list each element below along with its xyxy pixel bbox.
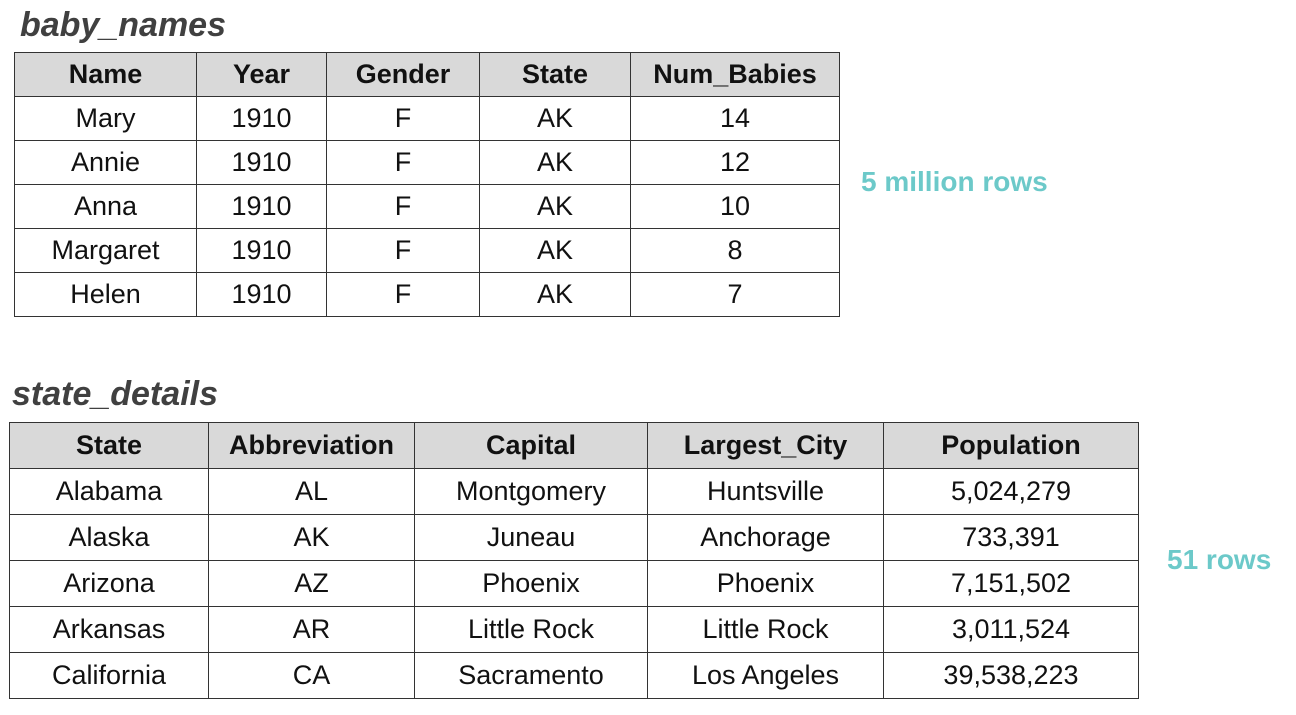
table-cell: 7,151,502 [883,560,1139,607]
table-cell: Anna [14,184,197,229]
table-cell: 1910 [196,184,327,229]
baby-names-title: baby_names [20,6,226,44]
column-header-largest-city: Largest_City [647,422,884,469]
table-cell: CA [208,652,415,699]
table-cell: Phoenix [647,560,884,607]
table-row: Arizona AZ Phoenix Phoenix 7,151,502 [9,560,1139,607]
table-cell: AK [479,228,631,273]
table-cell: Alaska [9,514,209,561]
baby-names-table: Name Year Gender State Num_Babies Mary 1… [14,52,840,317]
table-cell: Margaret [14,228,197,273]
table-cell: AK [208,514,415,561]
table-cell: 733,391 [883,514,1139,561]
table-row: Alaska AK Juneau Anchorage 733,391 [9,514,1139,561]
table-cell: 1910 [196,140,327,185]
table-row: Arkansas AR Little Rock Little Rock 3,01… [9,606,1139,653]
state-details-table: State Abbreviation Capital Largest_City … [9,422,1139,699]
table-row: Mary 1910 F AK 14 [14,96,840,141]
table-cell: AR [208,606,415,653]
table-row: California CA Sacramento Los Angeles 39,… [9,652,1139,699]
table-header-row: State Abbreviation Capital Largest_City … [9,422,1139,469]
table-cell: F [326,96,480,141]
table-cell: California [9,652,209,699]
table-cell: 8 [630,228,840,273]
table-cell: 10 [630,184,840,229]
table-row: Margaret 1910 F AK 8 [14,228,840,273]
table-cell: Arkansas [9,606,209,653]
table-cell: 14 [630,96,840,141]
table-header-row: Name Year Gender State Num_Babies [14,52,840,97]
table-cell: Los Angeles [647,652,884,699]
table-cell: F [326,140,480,185]
baby-names-row-count: 5 million rows [861,166,1048,197]
table-cell: Little Rock [647,606,884,653]
state-details-title: state_details [12,375,218,413]
column-header-num-babies: Num_Babies [630,52,840,97]
table-cell: AK [479,96,631,141]
table-cell: Anchorage [647,514,884,561]
column-header-state: State [479,52,631,97]
table-cell: Mary [14,96,197,141]
table-cell: AL [208,468,415,515]
table-cell: AZ [208,560,415,607]
table-cell: AK [479,140,631,185]
column-header-population: Population [883,422,1139,469]
table-cell: 7 [630,272,840,317]
column-header-abbreviation: Abbreviation [208,422,415,469]
table-cell: Annie [14,140,197,185]
table-cell: F [326,228,480,273]
table-cell: 5,024,279 [883,468,1139,515]
table-cell: Montgomery [414,468,648,515]
table-cell: 1910 [196,96,327,141]
table-cell: Helen [14,272,197,317]
table-cell: 3,011,524 [883,606,1139,653]
column-header-year: Year [196,52,327,97]
column-header-gender: Gender [326,52,480,97]
table-cell: F [326,184,480,229]
column-header-name: Name [14,52,197,97]
column-header-capital: Capital [414,422,648,469]
table-cell: 1910 [196,228,327,273]
table-row: Helen 1910 F AK 7 [14,272,840,317]
state-details-row-count: 51 rows [1167,544,1272,575]
table-cell: Huntsville [647,468,884,515]
column-header-state: State [9,422,209,469]
table-cell: AK [479,272,631,317]
table-row: Anna 1910 F AK 10 [14,184,840,229]
table-cell: Alabama [9,468,209,515]
table-row: Alabama AL Montgomery Huntsville 5,024,2… [9,468,1139,515]
table-row: Annie 1910 F AK 12 [14,140,840,185]
table-cell: AK [479,184,631,229]
table-cell: 1910 [196,272,327,317]
table-cell: 12 [630,140,840,185]
table-cell: Arizona [9,560,209,607]
table-cell: Juneau [414,514,648,561]
table-cell: Little Rock [414,606,648,653]
table-cell: Phoenix [414,560,648,607]
table-cell: 39,538,223 [883,652,1139,699]
table-cell: Sacramento [414,652,648,699]
table-cell: F [326,272,480,317]
